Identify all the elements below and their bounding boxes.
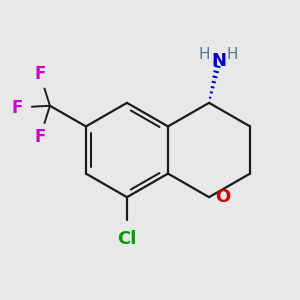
Text: O: O bbox=[215, 188, 230, 206]
Text: N: N bbox=[211, 52, 226, 70]
Text: Cl: Cl bbox=[117, 230, 137, 248]
Text: H: H bbox=[227, 47, 239, 62]
Text: H: H bbox=[199, 47, 210, 62]
Text: F: F bbox=[11, 98, 23, 116]
Text: F: F bbox=[34, 65, 46, 83]
Text: F: F bbox=[34, 128, 46, 146]
